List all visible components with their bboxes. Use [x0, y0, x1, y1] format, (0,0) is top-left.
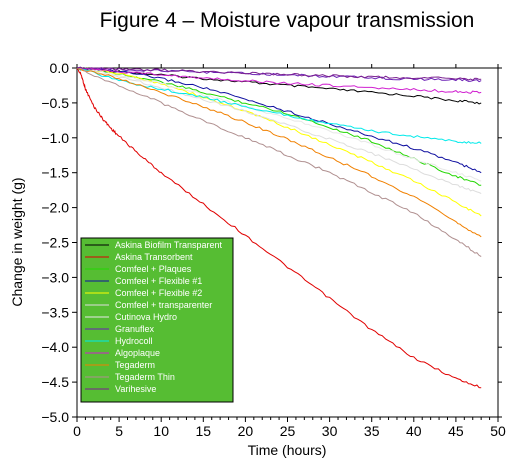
x-axis-title: Time (hours) [248, 442, 327, 458]
legend-label: Hydrocoll [115, 336, 153, 346]
series-line [76, 66, 482, 81]
legend-label: Tegaderm Thin [115, 372, 175, 382]
legend-label: Askina Transorbent [115, 252, 193, 262]
x-tick-label: 20 [238, 423, 254, 439]
y-axis-title: Change in weight (g) [9, 177, 25, 306]
series-line [76, 66, 482, 105]
y-tick-label: −2.5 [41, 235, 69, 251]
series-line [76, 67, 482, 174]
legend-label: Comfeel + transparenter [115, 300, 212, 310]
legend-label: Comfeel + Flexible #2 [115, 288, 202, 298]
y-tick-label: −2.0 [41, 200, 69, 216]
legend-label: Askina Biofilm Transparent [115, 240, 223, 250]
legend-label: Comfeel + Flexible #1 [115, 276, 202, 286]
series-line [76, 67, 482, 257]
series-line [76, 67, 482, 238]
y-tick-label: −0.5 [41, 95, 69, 111]
x-tick-label: 0 [73, 423, 81, 439]
legend-box [80, 237, 234, 403]
legend-label: Granuflex [115, 324, 155, 334]
y-tick-label: −4.5 [41, 374, 69, 390]
x-tick-label: 45 [448, 423, 464, 439]
y-tick-label: −3.5 [41, 304, 69, 320]
series-line [76, 67, 482, 389]
series-line [76, 66, 482, 186]
legend-label: Cutinova Hydro [115, 312, 177, 322]
series-line [76, 67, 482, 195]
x-tick-label: 5 [115, 423, 123, 439]
y-tick-label: −4.0 [41, 339, 69, 355]
y-tick-label: −1.0 [41, 130, 69, 146]
plot-area: 0 5 10 15 20 25 30 35 40 45 50 0.0 −0.5 −1.0 −1.5 −2.0 −… [41, 60, 506, 439]
legend-label: Comfeel + Plaques [115, 264, 192, 274]
legend-label: Algoplaque [115, 348, 160, 358]
x-tick-label: 30 [322, 423, 338, 439]
series-line [76, 67, 482, 144]
legend-label: Varihesive [115, 384, 156, 394]
x-tick-label: 10 [153, 423, 169, 439]
x-tick-label: 15 [196, 423, 212, 439]
x-tick-label: 35 [364, 423, 380, 439]
y-tick-label: −1.5 [41, 165, 69, 181]
series-line [76, 67, 482, 94]
y-tick-label: −5.0 [41, 409, 69, 425]
y-tick-label: 0.0 [50, 60, 70, 76]
x-tick-label: 50 [490, 423, 506, 439]
y-tick-label: −3.0 [41, 269, 69, 285]
legend-label: Tegaderm [115, 360, 155, 370]
x-tick-label: 40 [406, 423, 422, 439]
chart-title: Figure 4 – Moisture vapour transmission [100, 9, 475, 32]
series-line [76, 67, 482, 182]
x-tick-label: 25 [280, 423, 296, 439]
